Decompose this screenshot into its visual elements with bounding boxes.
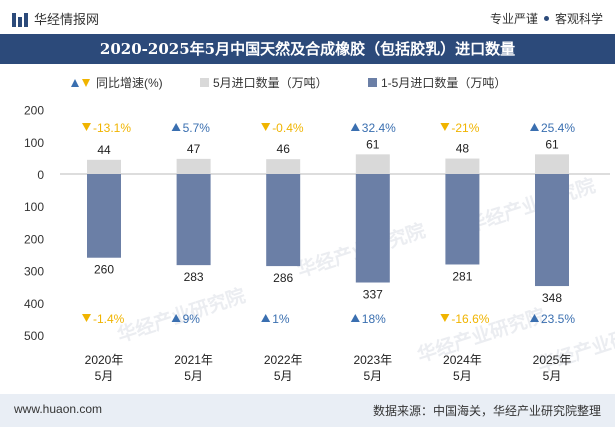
monthly-bar [535, 154, 569, 174]
cumulative-bar [87, 174, 121, 258]
monthly-value-label: 48 [456, 142, 470, 156]
monthly-bar [266, 159, 301, 174]
cumulative-value-label: 286 [273, 271, 293, 285]
x-tick-label: 5月 [363, 369, 382, 383]
cumulative-value-label: 348 [542, 291, 562, 305]
legend-monthly: 5月进口数量（万吨） [200, 74, 328, 91]
up-down-triangle-icon [71, 78, 90, 87]
legend-cumulative: 1-5月进口数量（万吨） [368, 74, 506, 91]
brand[interactable]: 华经情报网 [12, 9, 99, 28]
legend-cumulative-label: 1-5月进口数量（万吨） [381, 76, 507, 90]
y-tick-label: 300 [24, 265, 44, 279]
y-tick-label: 100 [24, 136, 44, 150]
growth-monthly-down-icon [261, 123, 271, 131]
growth-cumulative-up-icon [530, 314, 539, 322]
dot-icon [543, 16, 549, 22]
cumulative-value-label: 260 [94, 263, 114, 277]
y-tick-label: 100 [24, 200, 44, 214]
growth-monthly-label: 5.7% [183, 121, 211, 135]
growth-monthly-down-icon [440, 123, 450, 131]
cumulative-bar [176, 174, 211, 266]
monthly-value-label: 61 [545, 137, 559, 151]
x-tick-label: 5月 [274, 369, 293, 383]
growth-cumulative-label: -16.6% [451, 312, 489, 326]
legend-cumulative-swatch [368, 78, 377, 87]
x-tick-label: 2023年 [353, 353, 392, 367]
monthly-value-label: 61 [366, 137, 380, 151]
monthly-value-label: 44 [97, 143, 111, 157]
y-tick-label: 0 [37, 168, 44, 182]
y-tick-label: 500 [24, 329, 44, 343]
monthly-bar [355, 154, 390, 174]
legend-growth: 同比增速(%) [70, 74, 163, 91]
growth-cumulative-down-icon [440, 314, 450, 322]
monthly-bar [445, 158, 480, 174]
cumulative-value-label: 281 [452, 269, 472, 283]
x-tick-label: 2020年 [85, 353, 124, 367]
cumulative-value-label: 337 [363, 288, 383, 302]
growth-monthly-label: 25.4% [541, 121, 575, 135]
monthly-bar [176, 158, 211, 174]
tagline-right: 客观科学 [554, 12, 603, 26]
cumulative-value-label: 283 [184, 270, 204, 284]
x-tick-label: 2024年 [443, 353, 482, 367]
legend-monthly-swatch [200, 78, 209, 87]
legend-growth-label: 同比增速(%) [96, 76, 163, 90]
top-bar: 华经情报网 专业严谨 客观科学 [0, 0, 615, 34]
cumulative-bar [445, 174, 480, 265]
monthly-bar [87, 159, 121, 174]
monthly-value-label: 46 [277, 142, 291, 156]
monthly-value-label: 47 [187, 142, 201, 156]
growth-cumulative-label: 18% [362, 312, 386, 326]
growth-monthly-up-icon [530, 123, 539, 131]
logo-icon [12, 11, 28, 27]
footer: www.huaon.com 数据来源：中国海关，华经产业研究院整理 [0, 394, 615, 427]
x-tick-label: 5月 [184, 369, 203, 383]
growth-cumulative-label: 9% [183, 312, 201, 326]
cumulative-bar [355, 174, 390, 283]
chart-legend: 同比增速(%) 5月进口数量（万吨） 1-5月进口数量（万吨） [0, 72, 615, 92]
growth-monthly-down-icon [82, 123, 91, 131]
growth-cumulative-down-icon [82, 314, 91, 322]
growth-cumulative-label: 1% [272, 312, 290, 326]
growth-monthly-label: -21% [451, 121, 479, 135]
growth-cumulative-up-icon [261, 314, 271, 322]
tagline-left: 专业严谨 [489, 12, 538, 26]
growth-monthly-up-icon [350, 123, 360, 131]
y-tick-label: 200 [24, 232, 44, 246]
growth-monthly-up-icon [171, 123, 181, 131]
growth-monthly-label: 32.4% [362, 121, 396, 135]
growth-cumulative-label: -1.4% [93, 312, 125, 326]
cumulative-bar [535, 174, 569, 287]
x-tick-label: 5月 [543, 369, 562, 383]
y-tick-label: 400 [24, 297, 44, 311]
x-tick-label: 2022年 [264, 353, 303, 367]
x-tick-label: 2025年 [533, 353, 572, 367]
growth-monthly-label: -0.4% [272, 121, 304, 135]
x-tick-label: 5月 [453, 369, 472, 383]
growth-cumulative-up-icon [171, 314, 181, 322]
chart-title: 2020-2025年5月中国天然及合成橡胶（包括胶乳）进口数量 [0, 34, 615, 64]
growth-monthly-label: -13.1% [93, 121, 131, 135]
y-tick-label: 200 [24, 104, 44, 118]
footer-url[interactable]: www.huaon.com [14, 402, 103, 416]
brand-name: 华经情报网 [34, 12, 100, 27]
watermark-text: 华经产业研究院 [464, 174, 598, 237]
x-tick-label: 5月 [95, 369, 114, 383]
watermark-text: 华经产业研究院 [114, 284, 248, 347]
legend-monthly-label: 5月进口数量（万吨） [213, 76, 328, 90]
footer-source: 数据来源：中国海关，华经产业研究院整理 [372, 404, 601, 418]
bar-chart: 华经产业研究院华经产业研究院华经产业研究院华经产业研究院华经产业研究院20010… [24, 104, 615, 383]
growth-cumulative-up-icon [350, 314, 360, 322]
tagline: 专业严谨 客观科学 [490, 10, 603, 27]
growth-cumulative-label: 23.5% [541, 312, 575, 326]
x-tick-label: 2021年 [174, 353, 213, 367]
cumulative-bar [266, 174, 301, 267]
